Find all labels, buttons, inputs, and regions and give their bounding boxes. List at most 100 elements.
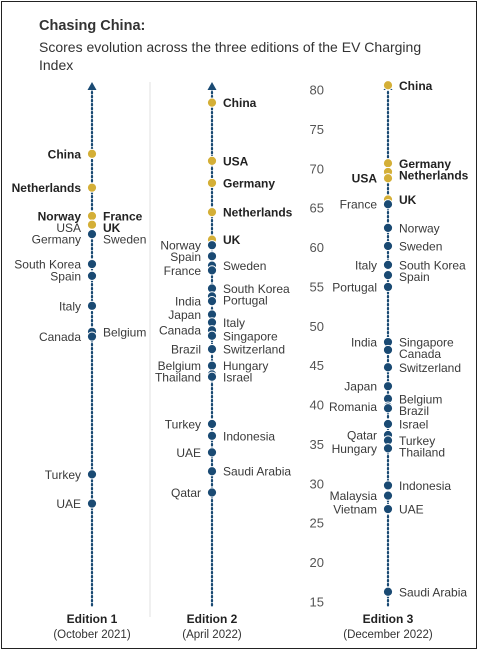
y-tick-label: 35 xyxy=(310,437,324,452)
country-label: Spain xyxy=(399,270,430,284)
country-label: Japan xyxy=(168,308,201,322)
data-point xyxy=(382,158,394,169)
country-label: Qatar xyxy=(347,429,377,443)
country-label: Vietnam xyxy=(333,503,377,517)
data-point xyxy=(206,97,218,108)
country-label: Portugal xyxy=(223,293,268,307)
country-label: Germany xyxy=(32,233,81,247)
data-point xyxy=(382,259,394,270)
country-label: Turkey xyxy=(45,468,81,482)
y-tick-label: 40 xyxy=(310,398,324,413)
axis-arrow-icon xyxy=(207,82,217,90)
country-label: Norway xyxy=(38,210,82,224)
country-label: UK xyxy=(223,233,241,247)
country-label: USA xyxy=(56,221,81,235)
data-point xyxy=(206,466,218,477)
data-point xyxy=(382,490,394,501)
data-point xyxy=(382,362,394,373)
country-label: Italy xyxy=(355,258,377,272)
country-label: Italy xyxy=(223,316,245,330)
country-label: Israel xyxy=(223,371,252,385)
data-point xyxy=(86,300,98,311)
data-point xyxy=(206,296,218,307)
country-label: Thailand xyxy=(155,371,201,385)
y-tick-label: 60 xyxy=(310,240,324,255)
country-label: USA xyxy=(352,172,378,186)
country-label: China xyxy=(223,96,257,110)
edition-date: (October 2021) xyxy=(53,629,131,641)
edition-name: Edition 1 xyxy=(67,612,118,626)
country-label: UAE xyxy=(56,497,81,511)
country-label: South Korea xyxy=(399,258,466,272)
country-label: UK xyxy=(103,221,121,235)
data-point xyxy=(382,270,394,281)
data-point xyxy=(382,418,394,430)
country-label: Netherlands xyxy=(223,206,293,220)
country-label: Belgium xyxy=(399,392,442,406)
data-point xyxy=(206,177,218,189)
country-label: Romania xyxy=(329,400,377,414)
y-tick-label: 80 xyxy=(310,83,324,98)
country-label: Netherlands xyxy=(399,168,469,182)
country-label: Singapore xyxy=(399,336,454,350)
data-point xyxy=(206,360,218,371)
y-tick-label: 55 xyxy=(310,279,324,294)
y-tick-label: 50 xyxy=(310,319,324,334)
chart-subtitle: Scores evolution across the three editio… xyxy=(39,39,422,73)
country-label: Hungary xyxy=(223,359,268,373)
country-label: Israel xyxy=(399,417,428,431)
country-label: Norway xyxy=(160,239,201,253)
country-label: Qatar xyxy=(171,486,201,500)
country-label: UK xyxy=(399,193,417,207)
data-point xyxy=(382,503,394,515)
y-tick-label: 30 xyxy=(310,476,324,491)
data-point xyxy=(206,418,218,430)
data-point xyxy=(382,222,394,233)
data-point xyxy=(206,447,218,458)
data-point xyxy=(382,199,394,210)
country-label: Italy xyxy=(59,299,81,313)
country-label: Portugal xyxy=(332,280,377,294)
country-label: Thailand xyxy=(399,446,445,460)
country-label: Hungary xyxy=(332,442,377,456)
data-point xyxy=(206,206,218,218)
country-label: France xyxy=(103,210,143,224)
country-label: Switzerland xyxy=(399,361,461,375)
country-label: Belgium xyxy=(103,325,146,339)
data-point xyxy=(86,219,98,230)
country-label: Canada xyxy=(399,347,441,361)
data-point xyxy=(86,210,98,222)
data-point xyxy=(86,182,98,193)
data-point xyxy=(86,331,98,342)
data-point xyxy=(382,344,394,356)
data-point xyxy=(382,403,394,414)
country-label: Netherlands xyxy=(12,181,82,195)
country-label: France xyxy=(340,198,378,212)
y-tick-label: 45 xyxy=(310,358,324,373)
edition-name: Edition 3 xyxy=(363,612,414,626)
country-label: Turkey xyxy=(399,434,435,448)
data-point xyxy=(206,265,218,276)
y-tick-label: 65 xyxy=(310,201,324,216)
country-label: Sweden xyxy=(399,239,442,253)
y-tick-label: 75 xyxy=(310,122,324,137)
axis-arrow-icon xyxy=(87,82,97,90)
data-point xyxy=(382,80,394,91)
data-point xyxy=(206,344,218,355)
chart-title: Chasing China: xyxy=(39,18,146,34)
y-tick-label: 25 xyxy=(310,516,324,531)
country-label: Singapore xyxy=(223,329,278,343)
country-label: Saudi Arabia xyxy=(399,585,467,599)
country-label: Canada xyxy=(39,330,81,344)
country-label: Spain xyxy=(170,250,201,264)
country-label: Brazil xyxy=(171,343,201,357)
data-point xyxy=(206,155,218,166)
country-label: France xyxy=(164,264,202,278)
country-label: Sweden xyxy=(223,259,266,273)
country-label: Brazil xyxy=(399,404,429,418)
data-point xyxy=(382,281,394,293)
country-label: UAE xyxy=(399,503,424,517)
country-label: Germany xyxy=(399,157,451,171)
